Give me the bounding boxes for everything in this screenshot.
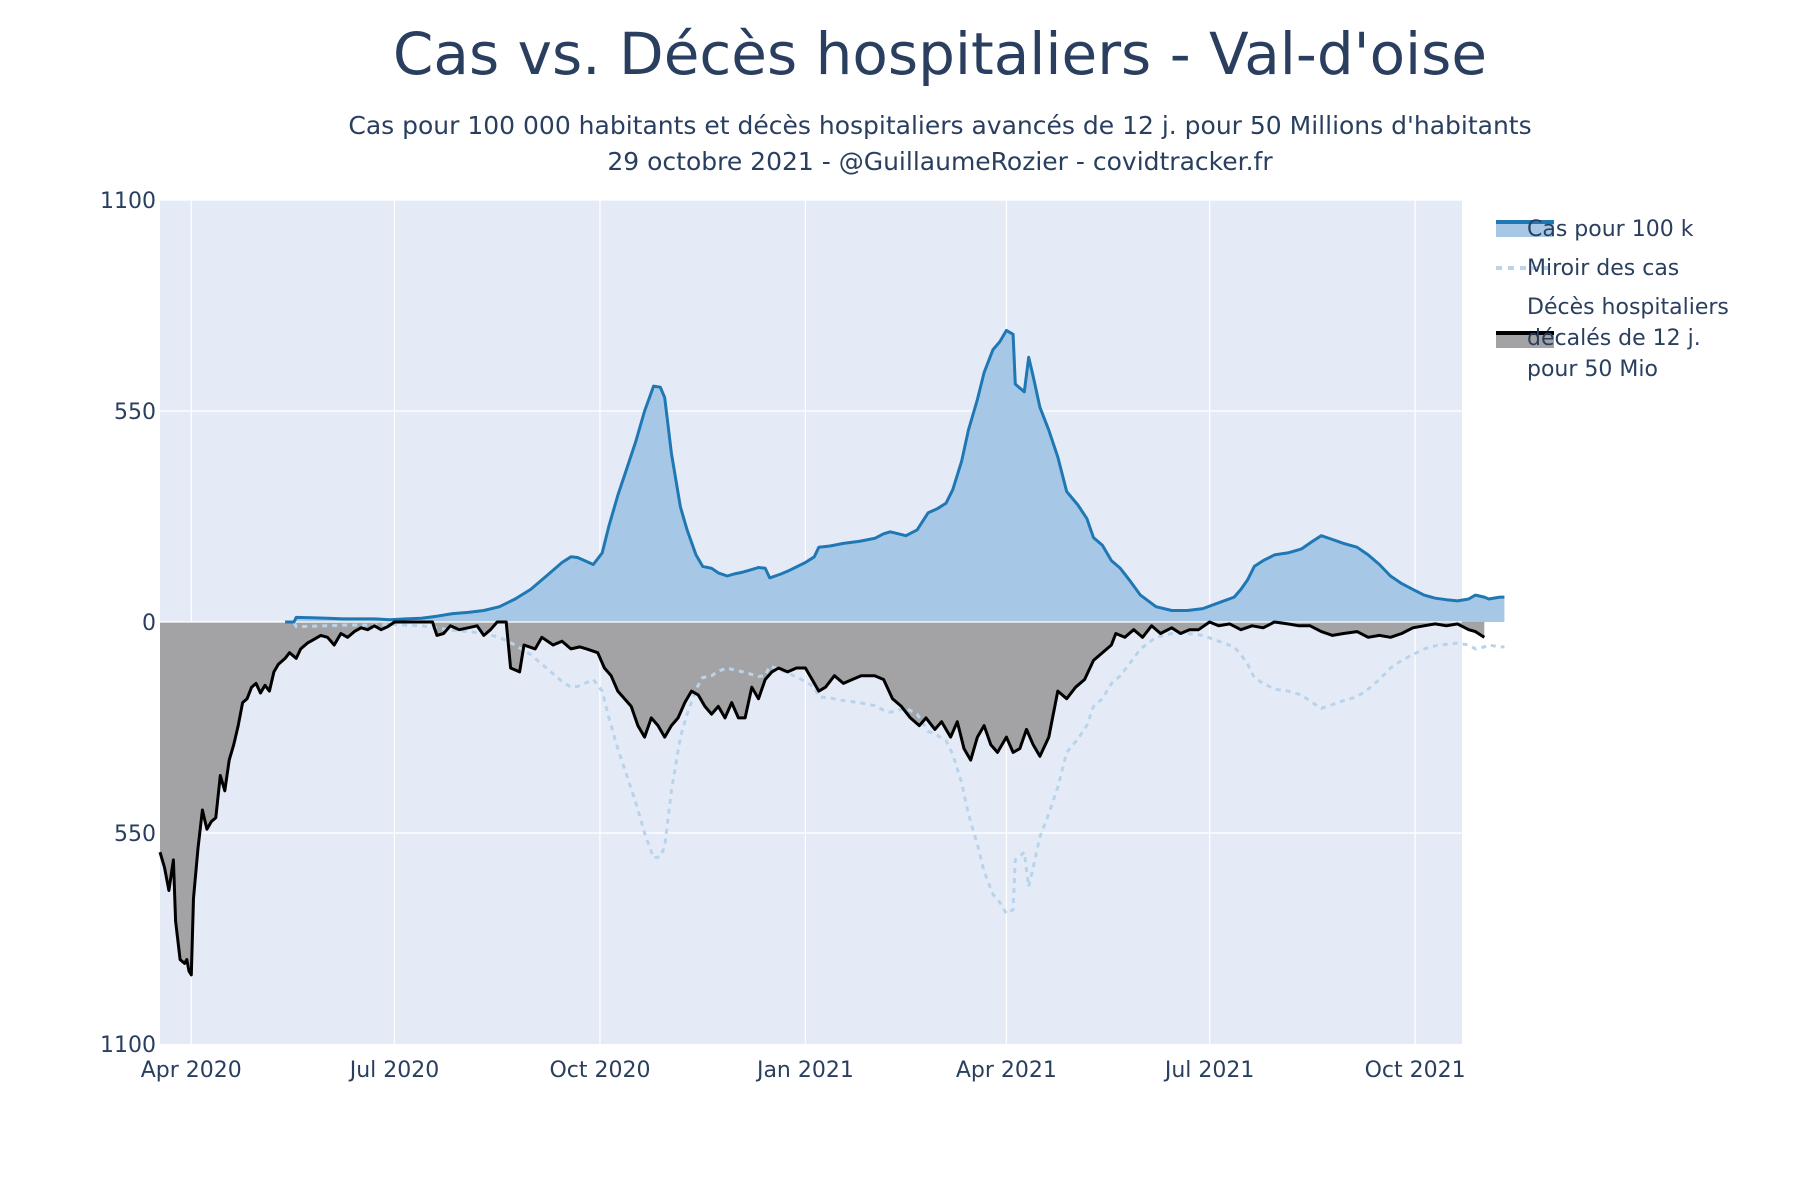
legend-label-deaths: Décès hospitaliers [1527, 295, 1729, 320]
subtitle-line-2: 29 octobre 2021 - @GuillaumeRozier - cov… [607, 147, 1273, 176]
chart-title: Cas vs. Décès hospitaliers - Val-d'oise [392, 20, 1488, 88]
legend-label-cases: Cas pour 100 k [1527, 217, 1694, 242]
legend-swatch-cases [1496, 221, 1554, 237]
x-tick-label: Apr 2021 [956, 1058, 1057, 1083]
y-tick-label: 0 [142, 611, 156, 636]
legend-label-mirror: Miroir des cas [1527, 256, 1679, 281]
x-tick-label: Oct 2020 [549, 1058, 650, 1083]
x-tick-label: Apr 2020 [141, 1058, 242, 1083]
legend-swatch-deaths [1496, 332, 1554, 348]
x-tick-label: Jan 2021 [755, 1058, 854, 1083]
x-tick-label: Jul 2020 [348, 1058, 440, 1083]
y-tick-label: 1100 [100, 1033, 156, 1058]
x-tick-label: Jul 2021 [1163, 1058, 1255, 1083]
deaths-line [158, 620, 1486, 977]
y-tick-label: 1100 [100, 189, 156, 214]
x-tick-label: Oct 2021 [1365, 1058, 1466, 1083]
mirror-line [285, 620, 1505, 916]
y-tick-label: 550 [114, 822, 156, 847]
cases-area [285, 330, 1505, 622]
subtitle-line-1: Cas pour 100 000 habitants et décès hosp… [348, 111, 1532, 140]
y-tick-label: 550 [114, 400, 156, 425]
legend-label-deaths: pour 50 Mio [1527, 357, 1658, 382]
legend-label-deaths: décalés de 12 j. [1527, 326, 1701, 351]
legend: Cas pour 100 k Miroir des cas Décès hospit… [1496, 217, 1729, 382]
data-series [158, 328, 1505, 977]
cases-line [285, 328, 1505, 624]
chart-subtitle: Cas pour 100 000 habitants et décès hosp… [0, 108, 1800, 180]
